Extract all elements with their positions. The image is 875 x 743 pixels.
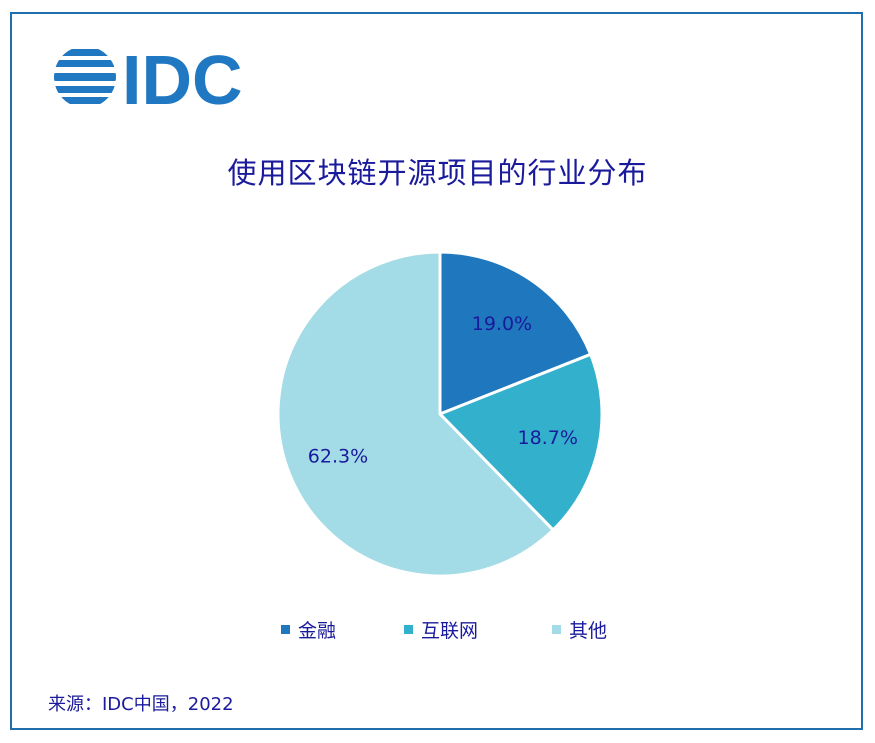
chart-title: 使用区块链开源项目的行业分布: [227, 156, 648, 190]
pie-slice: [276, 250, 556, 578]
legend-label: 金融: [298, 620, 337, 642]
slice-label: 19.0%: [472, 313, 532, 335]
legend-swatch: [552, 625, 561, 634]
legend-label: 互联网: [421, 620, 479, 642]
slice-label: 62.3%: [308, 446, 368, 468]
source-note: 来源：IDC中国，2022: [48, 694, 234, 715]
chart-legend: 金融 互联网 其他: [0, 616, 875, 644]
logo-text: IDC: [122, 44, 243, 110]
slice-label: 18.7%: [518, 427, 578, 449]
legend-swatch: [404, 625, 413, 634]
legend-swatch: [281, 625, 290, 634]
legend-item-finance: 金融: [281, 616, 336, 643]
pie-slice: [437, 352, 604, 533]
legend-item-internet: 互联网: [404, 616, 478, 643]
pie-slice: [438, 250, 593, 417]
legend-item-other: 其他: [552, 616, 607, 643]
idc-logo: IDC: [54, 44, 243, 110]
legend-label: 其他: [569, 620, 608, 642]
